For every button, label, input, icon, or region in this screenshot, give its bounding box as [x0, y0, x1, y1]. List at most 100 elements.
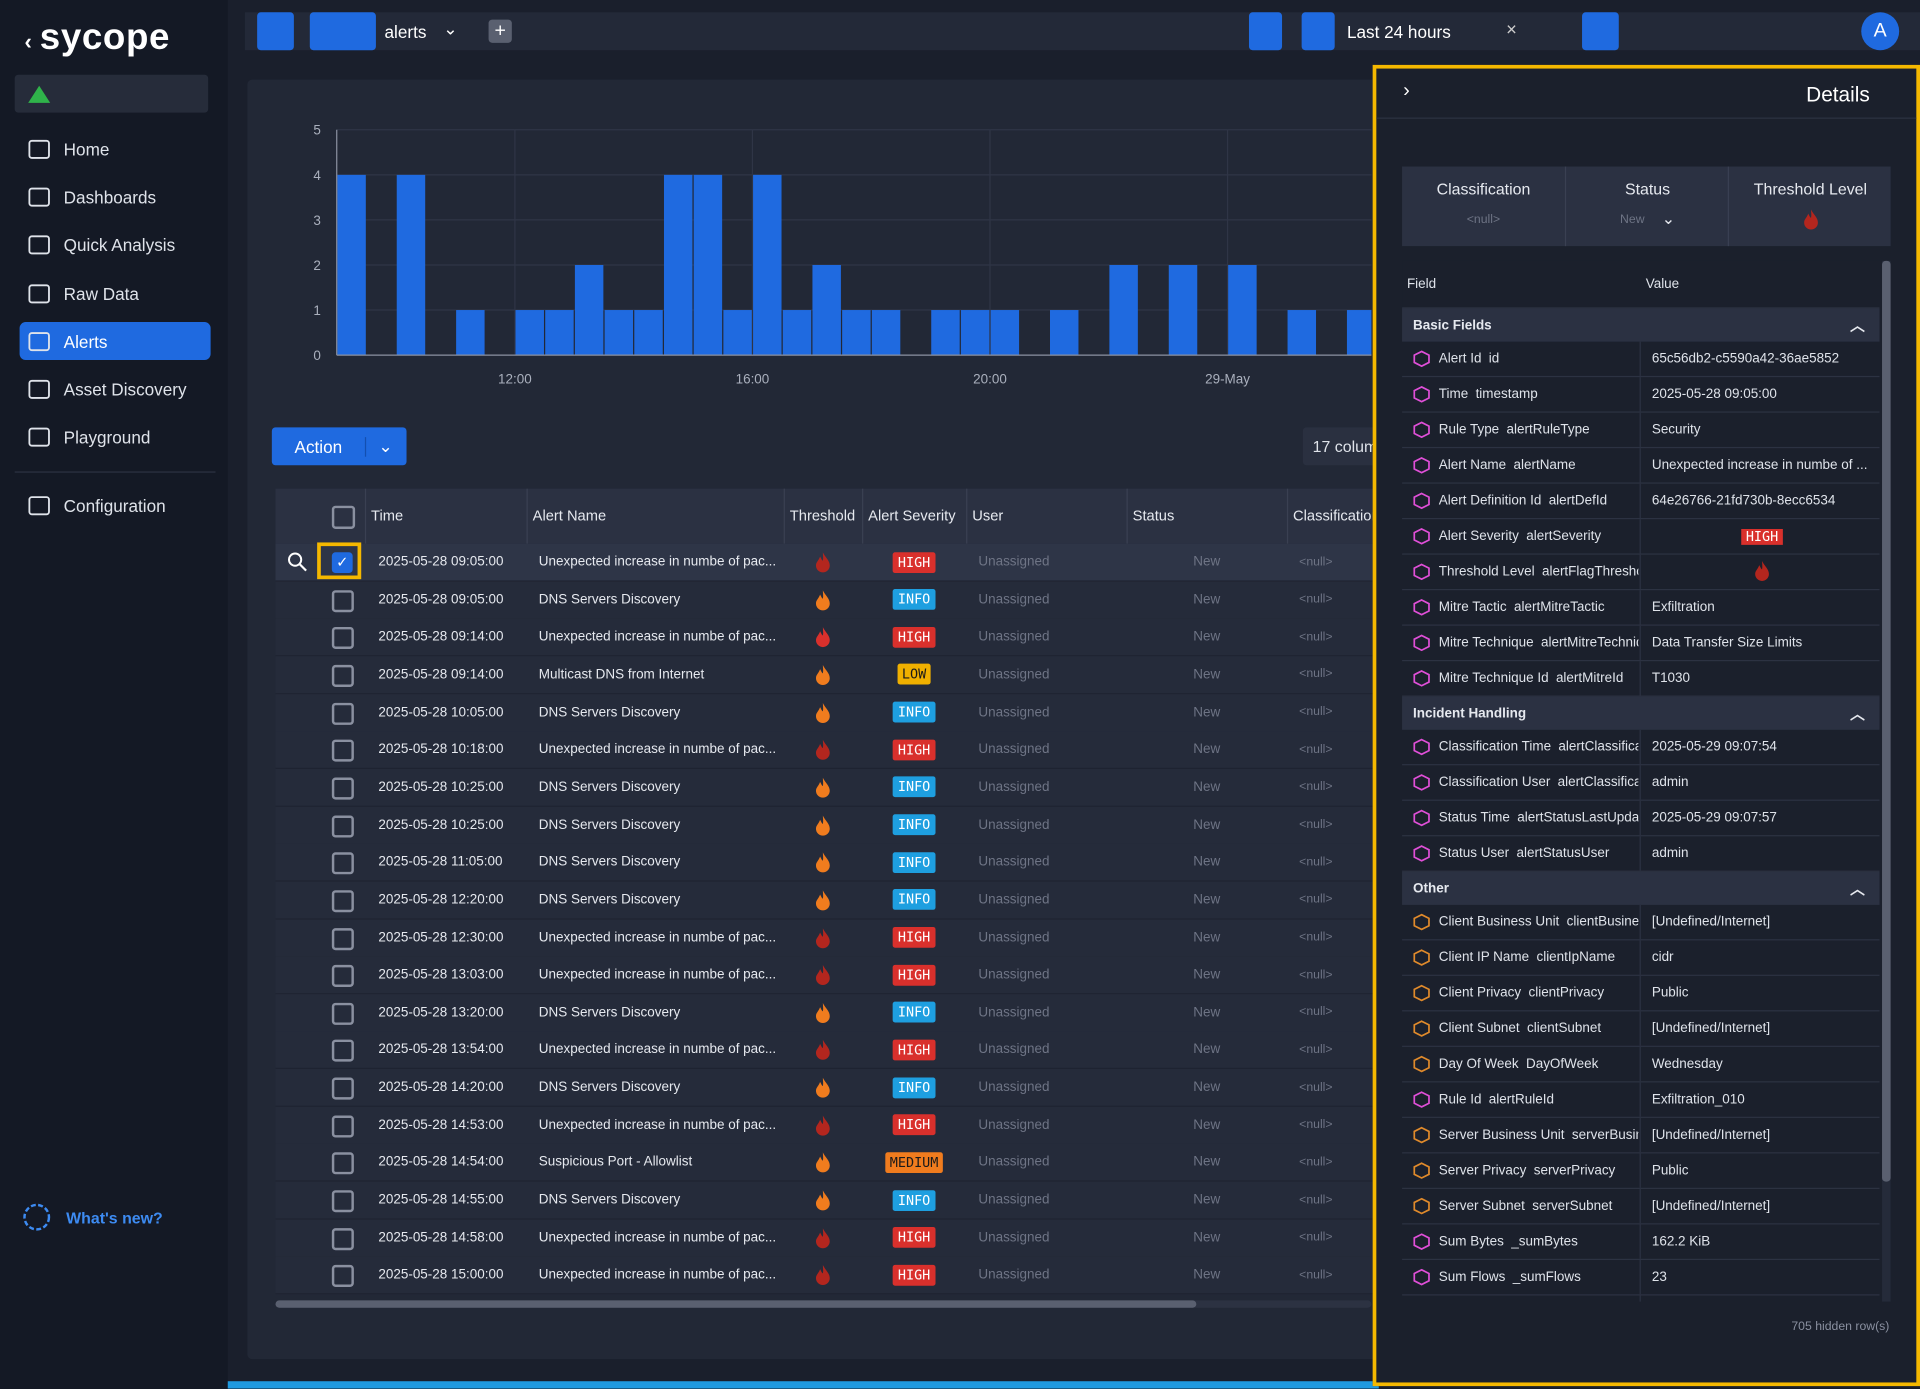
clear-time[interactable]: × [1506, 19, 1517, 41]
row-checkbox[interactable] [331, 965, 354, 988]
chart-toggle[interactable] [257, 12, 294, 51]
nav-label[interactable]: Configuration [63, 495, 166, 515]
table-row[interactable]: 2025-05-28 14:55:00 DNS Servers Discovery… [275, 1181, 1378, 1220]
action-button[interactable]: Action ⌄ [271, 427, 407, 466]
severity-badge: INFO [892, 1077, 936, 1098]
column-header[interactable]: Classification [1293, 506, 1378, 525]
table-row[interactable]: 2025-05-28 14:53:00 Unexpected increase i… [275, 1106, 1378, 1145]
view-name[interactable]: alerts [384, 22, 427, 42]
nav-label[interactable]: Asset Discovery [63, 378, 187, 399]
table-row[interactable]: 2025-05-28 12:20:00 DNS Servers Discovery… [275, 881, 1378, 920]
table-row[interactable]: 2025-05-28 11:05:00 DNS Servers Discovery… [275, 843, 1378, 882]
row-checkbox[interactable] [331, 627, 354, 650]
row-checkbox[interactable] [331, 589, 354, 612]
section-header[interactable]: Other ︿ [1402, 871, 1880, 905]
field-value-text: cidr [1651, 950, 1674, 965]
table-row[interactable]: 2025-05-28 10:18:00 Unexpected increase i… [275, 731, 1378, 770]
table-row[interactable]: 2025-05-28 14:20:00 DNS Servers Discovery… [275, 1069, 1378, 1108]
row-checkbox[interactable] [331, 890, 354, 913]
row-checkbox[interactable] [331, 1227, 354, 1250]
row-checkbox[interactable] [331, 777, 354, 800]
table-row[interactable]: 2025-05-28 14:54:00 Suspicious Port - All… [275, 1144, 1378, 1183]
table-row[interactable]: 2025-05-28 09:05:00 DNS Servers Discovery… [275, 581, 1378, 620]
row-checkbox[interactable] [331, 1115, 354, 1138]
table-row[interactable]: 2025-05-28 12:30:00 Unexpected increase i… [275, 918, 1378, 957]
nav-item[interactable]: Dashboards [20, 178, 211, 216]
table-row[interactable]: 2025-05-28 15:00:00 Unexpected increase i… [275, 1256, 1378, 1295]
whats-new-label[interactable]: What's new? [66, 1207, 163, 1227]
row-checkbox[interactable] [331, 927, 354, 950]
time-cell: 2025-05-28 14:20:00 [378, 1080, 504, 1095]
nav-item[interactable]: Alerts [19, 322, 211, 361]
table-row[interactable]: 2025-05-28 09:14:00 Multicast DNS from In… [275, 656, 1378, 695]
status-dropdown[interactable]: ⌄ [1661, 209, 1676, 228]
field-icon [1413, 599, 1430, 616]
table-row[interactable]: 2025-05-28 13:54:00 Unexpected increase i… [275, 1031, 1378, 1070]
table-row[interactable]: 2025-05-28 14:58:00 Unexpected increase i… [275, 1219, 1378, 1258]
row-checkbox[interactable] [331, 739, 354, 762]
table-row[interactable]: 2025-05-28 13:03:00 Unexpected increase i… [275, 956, 1378, 995]
table-row[interactable]: 2025-05-28 10:25:00 DNS Servers Discovery… [275, 768, 1378, 807]
threshold-cell [784, 881, 862, 918]
avatar[interactable]: A [1861, 12, 1900, 51]
view-dropdown[interactable]: ⌄ [443, 18, 458, 38]
table-row[interactable]: 2025-05-28 10:25:00 DNS Servers Discovery… [275, 806, 1378, 845]
row-checkbox[interactable] [331, 1040, 354, 1063]
column-header[interactable]: Status [1132, 506, 1175, 525]
refresh-button[interactable] [1582, 12, 1619, 51]
nav-label[interactable]: Home [63, 138, 110, 159]
nav-label[interactable]: Raw Data [63, 283, 139, 304]
column-header[interactable]: User [972, 506, 1004, 525]
nav-item[interactable]: Configuration [20, 486, 211, 524]
alert-name-cell: DNS Servers Discovery [538, 1080, 681, 1095]
row-checkbox[interactable] [331, 702, 354, 725]
zoom-icon[interactable] [287, 551, 309, 573]
column-header[interactable]: Threshold [789, 506, 856, 525]
section-header[interactable]: Incident Handling ︿ [1402, 696, 1880, 730]
section-toggle[interactable]: ︿ [1850, 880, 1865, 898]
nav-label[interactable]: Playground [63, 426, 151, 447]
section-toggle[interactable]: ︿ [1850, 705, 1865, 723]
user-cell: Unassigned [978, 930, 1050, 945]
action-label[interactable]: Action [272, 436, 367, 457]
row-checkbox[interactable] [331, 1152, 354, 1175]
row-checkbox[interactable] [331, 1265, 354, 1288]
field-name: Status Time alertStatusLastUpdate [1439, 811, 1639, 826]
row-checkbox[interactable] [331, 1077, 354, 1100]
whats-new[interactable]: What's new? [22, 1202, 163, 1231]
nav-item[interactable]: Home [20, 130, 211, 168]
nav-item[interactable]: Raw Data [20, 274, 211, 312]
row-checkbox[interactable] [331, 664, 354, 687]
column-header[interactable]: Alert Severity [868, 506, 956, 525]
table-row[interactable]: 2025-05-28 13:20:00 DNS Servers Discovery… [275, 994, 1378, 1032]
time-button[interactable] [1301, 12, 1335, 51]
nav-label[interactable]: Quick Analysis [63, 234, 176, 255]
row-checkbox[interactable] [331, 814, 354, 837]
collapse-panel[interactable]: › [1403, 80, 1410, 102]
status-value[interactable]: New [1620, 212, 1645, 226]
row-checkbox[interactable] [331, 852, 354, 875]
time-cell: 2025-05-28 11:05:00 [378, 854, 503, 870]
add-view[interactable]: + [488, 19, 512, 43]
table-row[interactable]: 2025-05-28 10:05:00 DNS Servers Discovery… [275, 693, 1378, 732]
section-header[interactable]: Basic Fields ︿ [1402, 308, 1880, 342]
nav-item[interactable]: Asset Discovery [20, 370, 211, 408]
nav-label[interactable]: Dashboards [63, 186, 157, 207]
table-row[interactable]: ✓ 2025-05-28 09:05:00 Unexpected increase … [275, 542, 1378, 582]
nav-item[interactable]: Quick Analysis [20, 225, 211, 263]
row-checkbox[interactable]: ✓ [331, 552, 353, 574]
alert-name-cell: Unexpected increase in numbe of pac... [538, 629, 777, 645]
nav-item[interactable]: Playground [20, 418, 211, 456]
column-header[interactable]: Time [371, 506, 404, 525]
time-range[interactable]: Last 24 hours [1346, 22, 1451, 42]
filter-button[interactable] [1248, 12, 1283, 51]
view-buttons[interactable] [309, 12, 376, 51]
field-row: Client Privacy clientPrivacy Public [1402, 975, 1880, 1012]
header-checkbox[interactable] [331, 505, 356, 529]
section-toggle[interactable]: ︿ [1850, 317, 1865, 335]
table-row[interactable]: 2025-05-28 09:14:00 Unexpected increase i… [275, 618, 1378, 657]
row-checkbox[interactable] [331, 1190, 354, 1213]
column-header[interactable]: Alert Name [532, 506, 607, 525]
nav-label[interactable]: Alerts [63, 331, 108, 351]
row-checkbox[interactable] [331, 1002, 354, 1025]
